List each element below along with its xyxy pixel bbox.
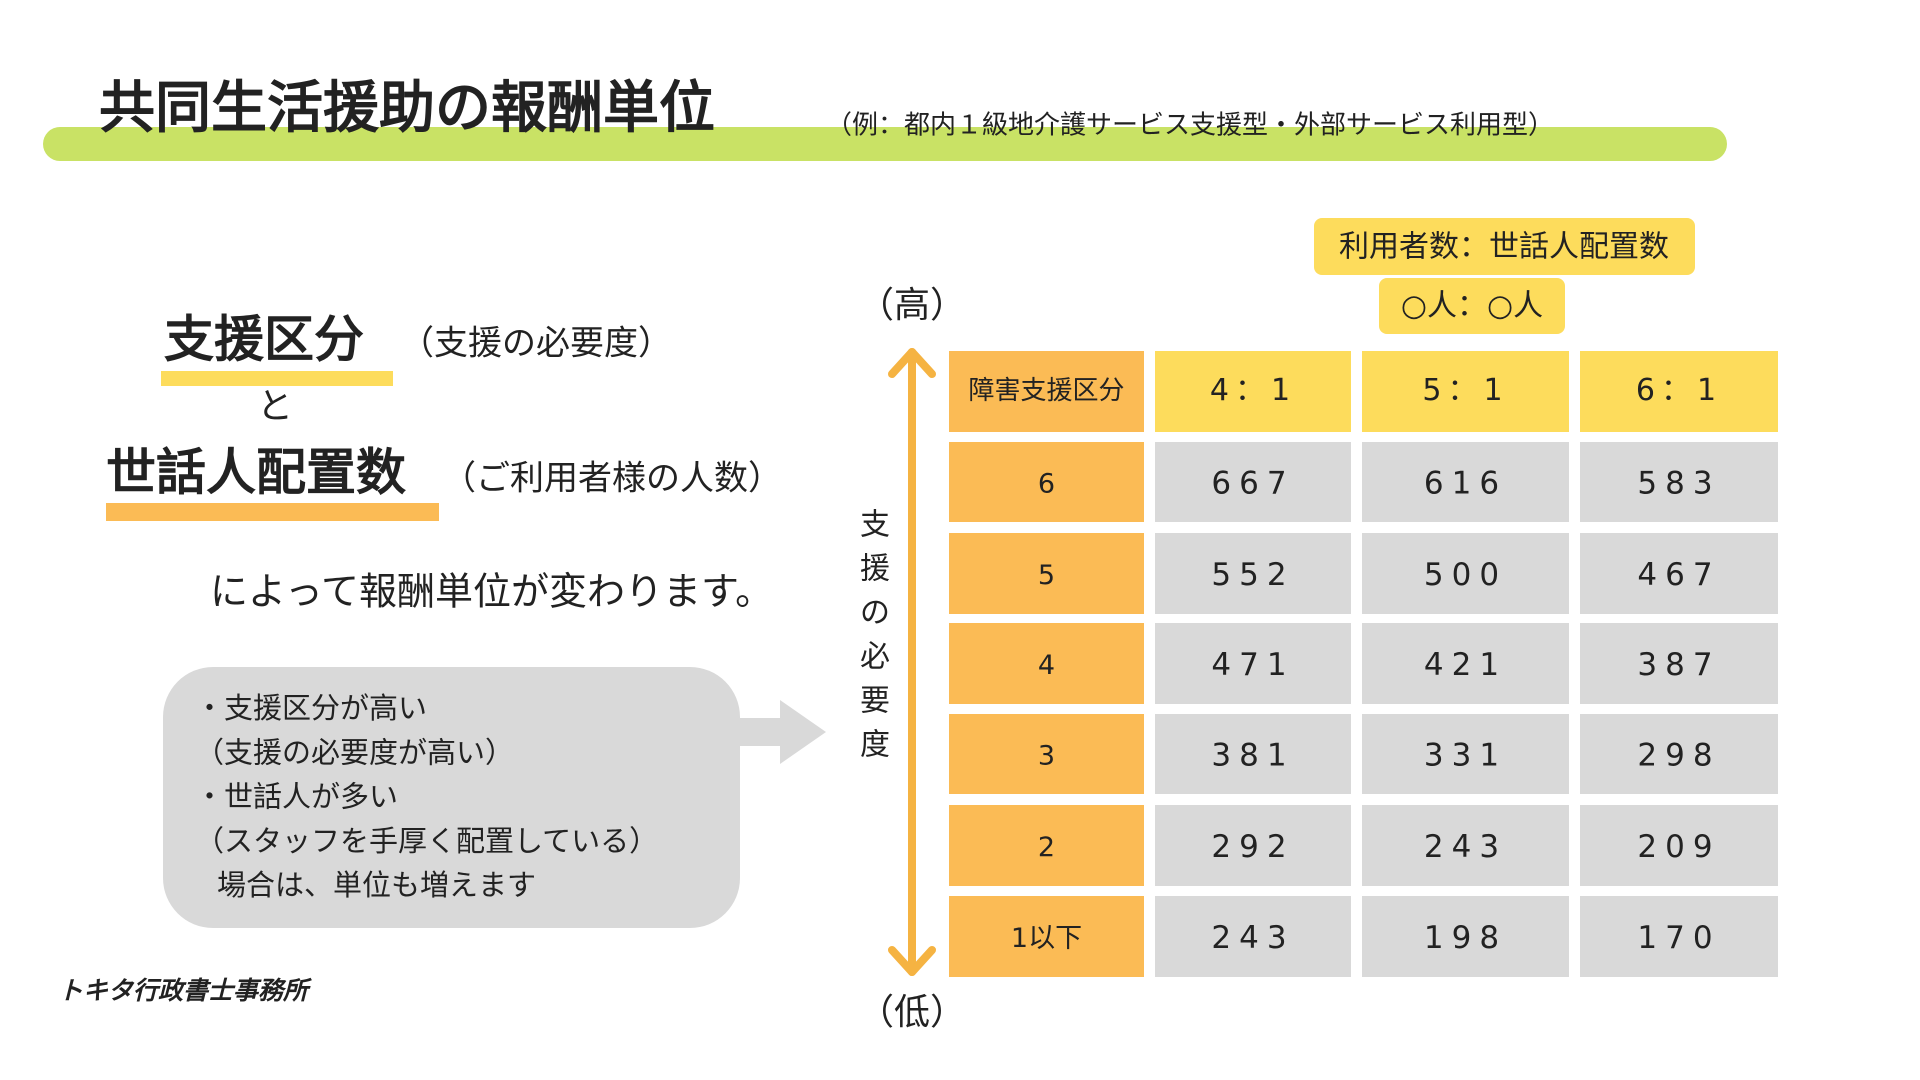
cell [1155, 533, 1351, 614]
cell-text: 5 [1038, 560, 1055, 591]
logo: トキタ行政書士事務所 [58, 976, 312, 1005]
cell [1362, 533, 1569, 614]
underline [161, 371, 393, 386]
connector: と [257, 386, 293, 427]
cell [1155, 623, 1351, 704]
cell-text: 198 [1424, 920, 1507, 956]
cell-text: 170 [1637, 920, 1720, 956]
header-text: 障害支援区分 [968, 376, 1124, 406]
header-cell [1362, 351, 1569, 432]
cell-text: 616 [1424, 466, 1507, 502]
cell-text: 2 [1038, 832, 1055, 863]
cell [1580, 623, 1778, 704]
term: 世話人配置数 [106, 444, 406, 502]
cell [949, 623, 1144, 704]
cell-text: 667 [1211, 466, 1294, 502]
cell [1362, 714, 1569, 794]
axis-label-char: 度 [860, 728, 890, 763]
cell-text: 6 [1038, 469, 1055, 500]
axis-high: （高） [858, 285, 966, 326]
cell [1580, 896, 1778, 977]
header-text: 4：1 [1210, 373, 1296, 408]
subtitle: （例：都内１級地介護サービス支援型・外部サービス利用型） [826, 111, 1554, 141]
cell-text: 421 [1424, 647, 1507, 683]
axis-low: （低） [858, 992, 966, 1033]
cell [1362, 805, 1569, 886]
cell-text: 331 [1424, 738, 1507, 774]
cell-text: 4 [1038, 650, 1055, 681]
cell [1580, 714, 1778, 794]
axis-label-char: 要 [860, 684, 890, 719]
table: 障害支援区分 4：1 5：1 6：1 6 667 616 583 5 552 500 467 4 471 4… [949, 351, 1778, 977]
cell-text: 292 [1211, 829, 1294, 865]
title-bar [43, 127, 1727, 161]
cell [1155, 896, 1351, 977]
conclusion: によって報酬単位が変わります。 [210, 570, 773, 614]
header-cell [949, 351, 1144, 432]
cell [1362, 896, 1569, 977]
cell-text: 500 [1424, 557, 1507, 593]
cell-text: 552 [1211, 557, 1294, 593]
cell-text: 243 [1424, 829, 1507, 865]
bubble-line: 場合は、単位も増えます [217, 868, 536, 902]
cell-text: 467 [1637, 557, 1720, 593]
axis-label-char: 援 [860, 552, 890, 587]
cell [1155, 714, 1351, 794]
cell [1155, 805, 1351, 886]
header-text: 5：1 [1422, 373, 1508, 408]
axis-arrow [888, 348, 936, 976]
header-cell [1580, 351, 1778, 432]
bubble-arrow [738, 700, 826, 764]
bubble-line: ・支援区分が高い [195, 691, 427, 725]
cell [1362, 442, 1569, 522]
header-text: 6：1 [1636, 373, 1722, 408]
cell-text: 243 [1211, 920, 1294, 956]
bubble-line: （支援の必要度が高い） [195, 735, 514, 769]
cell-text: 3 [1038, 741, 1055, 772]
axis-label: 支援の必要度 [860, 508, 890, 763]
cell [949, 442, 1144, 522]
cell [949, 714, 1144, 794]
cell [949, 805, 1144, 886]
cell-text: 1以下 [1011, 923, 1082, 954]
cell [1580, 442, 1778, 522]
cell [1580, 805, 1778, 886]
bubble [163, 667, 740, 928]
axis-label-char: 必 [860, 640, 890, 675]
underline [106, 503, 439, 521]
axis-label-char: の [860, 596, 890, 631]
title: 共同生活援助の報酬単位 [99, 76, 715, 141]
bubble-line: ・世話人が多い [195, 780, 398, 814]
bubble-text: ・支援区分が高い （支援の必要度が高い） ・世話人が多い （スタッフを手厚く配置してい… [195, 691, 658, 902]
cell [1155, 442, 1351, 522]
cell-text: 471 [1211, 647, 1294, 683]
cell-text: 583 [1637, 466, 1720, 502]
term: 支援区分 [164, 311, 364, 369]
term-note: （支援の必要度） [400, 324, 672, 364]
cell [1362, 623, 1569, 704]
axis-label-char: 支 [860, 508, 890, 543]
badge-text: 利用者数：世話人配置数 [1339, 230, 1669, 265]
cell [949, 533, 1144, 614]
badge-text: ○人：○人 [1401, 289, 1543, 324]
cell [949, 896, 1144, 977]
term-note: （ご利用者様の人数） [442, 459, 782, 499]
badge [1379, 278, 1565, 334]
badge [1314, 218, 1695, 275]
cell [1580, 533, 1778, 614]
bubble-line: （スタッフを手厚く配置している） [195, 824, 658, 858]
cell-text: 381 [1211, 738, 1294, 774]
header-cell [1155, 351, 1351, 432]
cell-text: 387 [1637, 647, 1720, 683]
cell-text: 209 [1637, 829, 1720, 865]
cell-text: 298 [1637, 738, 1720, 774]
